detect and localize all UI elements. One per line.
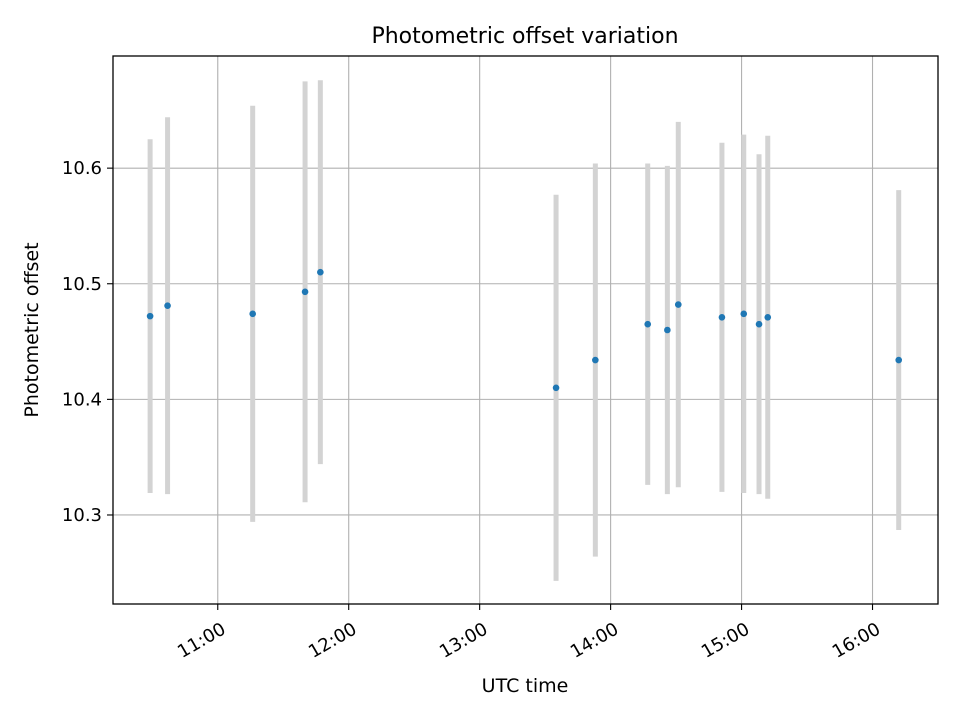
x-tick-label: 15:00 bbox=[698, 619, 753, 663]
data-point bbox=[249, 310, 256, 318]
error-bars bbox=[147, 80, 902, 581]
y-tick-label: 10.5 bbox=[62, 274, 102, 295]
data-point bbox=[301, 288, 309, 296]
y-axis-ticks: 10.3 10.4 10.5 10.6 bbox=[62, 158, 113, 526]
y-axis-label: Photometric offset bbox=[21, 242, 43, 417]
x-tick-label: 13:00 bbox=[436, 619, 491, 663]
data-point bbox=[146, 312, 154, 320]
data-point bbox=[552, 384, 560, 392]
x-tick-label: 11:00 bbox=[174, 619, 229, 663]
y-tick-label: 10.4 bbox=[62, 389, 102, 410]
x-tick-label: 12:00 bbox=[305, 619, 360, 663]
x-tick-label: 16:00 bbox=[829, 619, 884, 663]
grid-lines bbox=[113, 56, 938, 604]
data-point bbox=[740, 310, 748, 318]
y-tick-label: 10.3 bbox=[62, 505, 102, 526]
data-point bbox=[895, 356, 903, 364]
y-tick-label: 10.6 bbox=[62, 158, 102, 179]
data-point bbox=[317, 268, 324, 276]
data-point bbox=[592, 356, 599, 364]
data-point bbox=[755, 320, 763, 328]
data-point bbox=[718, 313, 726, 321]
x-axis-label: UTC time bbox=[482, 675, 569, 697]
data-point bbox=[164, 302, 171, 310]
data-point bbox=[664, 326, 671, 334]
chart-title: Photometric offset variation bbox=[371, 24, 678, 49]
data-point bbox=[644, 320, 652, 328]
data-point bbox=[674, 301, 682, 308]
data-point bbox=[764, 313, 772, 321]
data-points bbox=[146, 268, 903, 392]
x-tick-label: 14:00 bbox=[567, 619, 622, 663]
x-axis-ticks: 11:00 12:00 13:00 14:00 15:00 16:00 bbox=[174, 604, 884, 663]
plot-frame bbox=[112, 55, 939, 605]
